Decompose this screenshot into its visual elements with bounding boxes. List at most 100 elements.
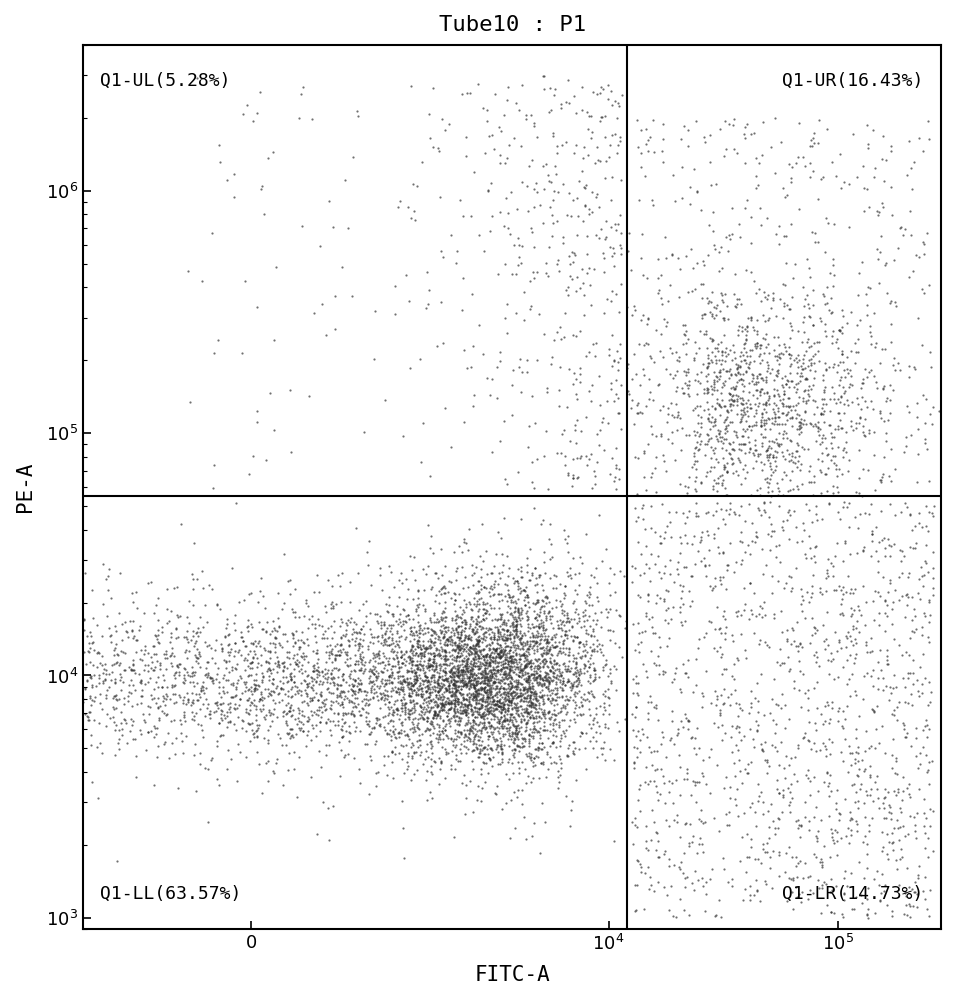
- Point: [453, 685, 468, 701]
- Point: [539, 632, 554, 648]
- Point: [918, 825, 933, 841]
- Point: [602, 137, 618, 153]
- Point: [120, 688, 136, 704]
- Point: [387, 726, 402, 742]
- Point: [458, 612, 473, 628]
- Point: [464, 208, 479, 224]
- Point: [775, 276, 791, 292]
- Point: [815, 367, 831, 383]
- Point: [535, 722, 551, 738]
- Point: [195, 580, 210, 596]
- Point: [163, 648, 178, 664]
- Point: [691, 441, 706, 457]
- Point: [93, 735, 108, 751]
- Point: [574, 677, 589, 693]
- Point: [672, 604, 687, 620]
- Point: [527, 667, 542, 683]
- Point: [712, 572, 728, 588]
- Point: [705, 333, 720, 349]
- Point: [882, 377, 898, 393]
- Point: [445, 743, 460, 759]
- Point: [812, 427, 827, 443]
- Point: [185, 694, 200, 710]
- Point: [636, 497, 651, 513]
- Point: [832, 405, 847, 421]
- Point: [476, 755, 491, 771]
- Point: [672, 747, 687, 763]
- Point: [737, 642, 752, 658]
- Point: [687, 473, 703, 489]
- Point: [447, 635, 463, 651]
- Point: [220, 627, 235, 643]
- Point: [757, 471, 772, 487]
- Point: [513, 511, 529, 527]
- Point: [70, 680, 85, 696]
- Point: [468, 675, 484, 691]
- Point: [499, 702, 514, 718]
- Point: [541, 604, 556, 620]
- Point: [497, 664, 512, 680]
- Point: [606, 353, 621, 369]
- Point: [554, 664, 569, 680]
- Point: [513, 662, 529, 678]
- Point: [712, 362, 728, 378]
- Point: [431, 583, 446, 599]
- Point: [368, 715, 383, 731]
- Point: [559, 748, 575, 764]
- Point: [537, 669, 553, 685]
- Point: [526, 699, 541, 715]
- Point: [884, 835, 900, 851]
- Point: [519, 705, 534, 721]
- Point: [495, 666, 511, 682]
- Point: [776, 228, 792, 244]
- Point: [529, 701, 544, 717]
- Point: [728, 356, 744, 372]
- Point: [463, 731, 478, 747]
- Point: [449, 560, 465, 576]
- Point: [501, 693, 516, 709]
- Point: [472, 643, 488, 659]
- Point: [154, 624, 169, 640]
- Point: [46, 683, 61, 699]
- Point: [459, 702, 474, 718]
- Point: [490, 744, 506, 760]
- Point: [462, 670, 477, 686]
- Point: [467, 709, 483, 725]
- Point: [566, 145, 581, 161]
- Point: [856, 834, 871, 850]
- Point: [178, 644, 193, 660]
- Point: [735, 892, 750, 908]
- Point: [467, 644, 482, 660]
- Point: [463, 676, 478, 692]
- Point: [893, 220, 908, 236]
- Point: [836, 659, 851, 675]
- Point: [856, 375, 871, 391]
- Point: [497, 726, 512, 742]
- Point: [905, 665, 921, 681]
- Point: [661, 858, 676, 874]
- Point: [420, 763, 435, 779]
- Point: [732, 366, 748, 382]
- Point: [721, 370, 736, 386]
- Point: [425, 725, 441, 741]
- Point: [573, 650, 588, 666]
- Point: [801, 702, 816, 718]
- Point: [699, 368, 714, 384]
- Point: [753, 855, 769, 871]
- Point: [715, 696, 730, 712]
- Point: [467, 728, 483, 744]
- Point: [283, 708, 298, 724]
- Point: [62, 632, 77, 648]
- Point: [62, 650, 77, 666]
- Point: [363, 674, 379, 690]
- Point: [435, 249, 450, 265]
- Point: [825, 448, 840, 464]
- Point: [181, 263, 196, 279]
- Point: [471, 648, 487, 664]
- Point: [527, 619, 542, 635]
- Point: [424, 627, 440, 643]
- Point: [876, 449, 891, 465]
- Point: [406, 627, 422, 643]
- Point: [528, 633, 543, 649]
- Point: [771, 483, 786, 499]
